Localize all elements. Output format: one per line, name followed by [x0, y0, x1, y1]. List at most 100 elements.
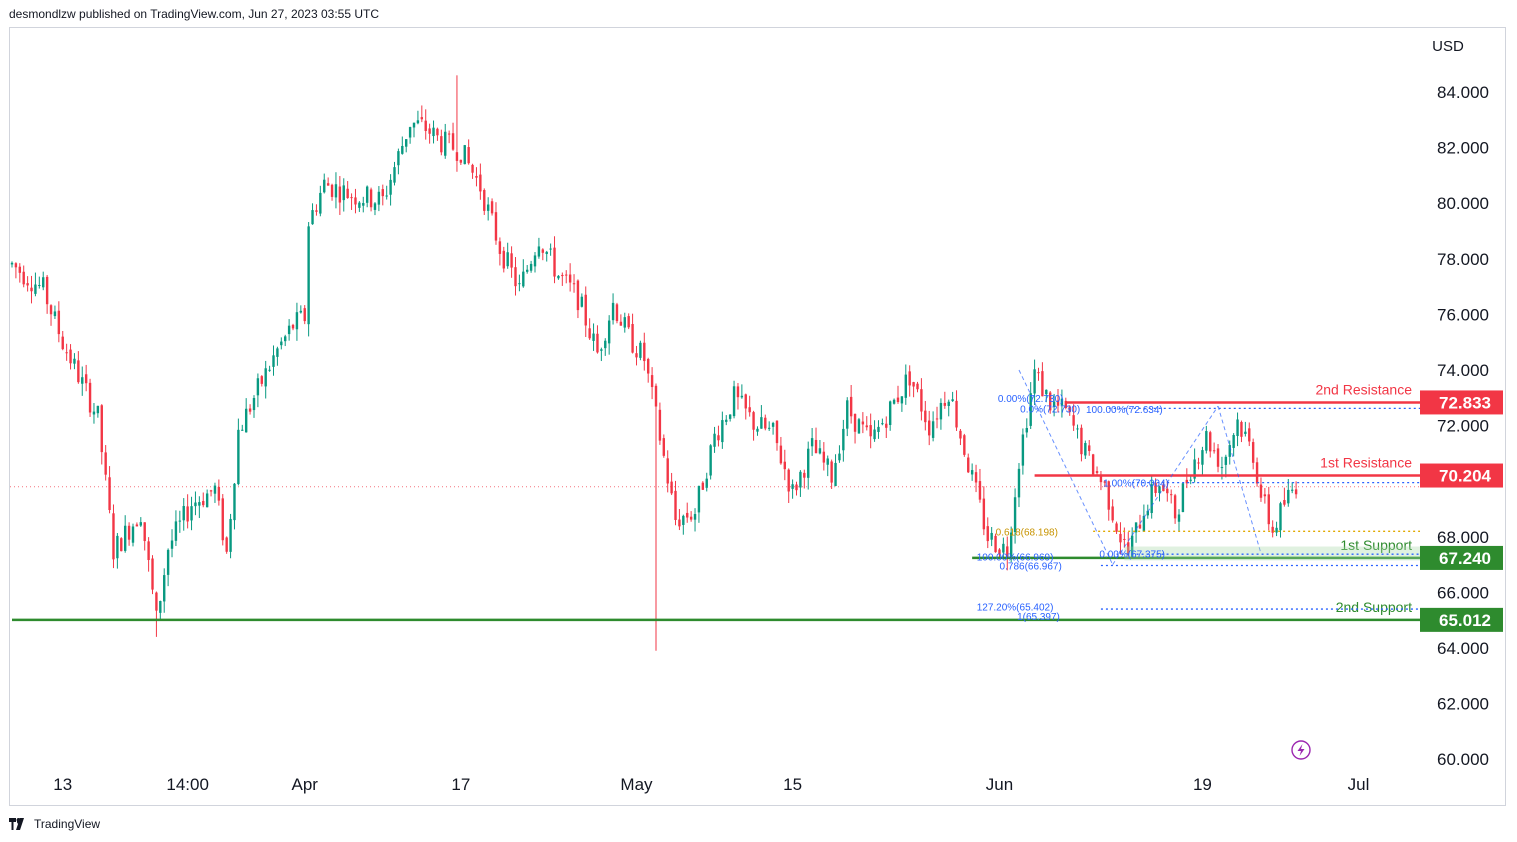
candle-body	[951, 399, 954, 402]
resistance-label: 1st Resistance	[1320, 455, 1412, 471]
candle-body	[163, 575, 166, 602]
support-badge-value: 67.240	[1439, 549, 1491, 568]
candle-body	[244, 408, 248, 433]
candle-body	[892, 399, 896, 404]
candle-body	[1107, 481, 1110, 510]
candle-body	[732, 386, 736, 417]
candle-body	[432, 127, 435, 137]
candle-body	[709, 445, 712, 476]
candle-body	[510, 253, 513, 268]
x-tick-label: 17	[451, 775, 470, 794]
candle-body	[619, 321, 623, 326]
candle-body	[760, 417, 763, 429]
candle-body	[1240, 421, 1243, 437]
candle-body	[170, 540, 174, 549]
candle-body	[81, 377, 84, 384]
candle-body	[584, 294, 587, 326]
y-tick-label: 62.000	[1437, 695, 1489, 714]
candle-body	[771, 422, 775, 427]
candle-body	[799, 471, 802, 488]
lightning-icon	[1291, 740, 1311, 760]
candle-body	[1025, 427, 1028, 433]
x-tick-label: 14:00	[166, 775, 209, 794]
candle-body	[1021, 434, 1025, 466]
resistance-badge-value: 70.204	[1439, 467, 1492, 486]
candle-body	[65, 352, 68, 354]
candle-body	[533, 255, 537, 267]
fib-label: 127.20%(65.402)	[977, 602, 1054, 613]
candle-body	[178, 520, 182, 522]
candle-body	[49, 305, 53, 315]
candle-body	[1154, 482, 1157, 493]
y-tick-label: 74.000	[1437, 361, 1489, 380]
candle-body	[764, 417, 767, 429]
candle-body	[682, 515, 685, 525]
candle-body	[721, 420, 724, 443]
axis-layer: USD 84.000 82.000 80.000 78.000 76.000 74.000 7…	[53, 38, 1489, 794]
candle-body	[978, 481, 982, 500]
candle-body	[1115, 523, 1118, 532]
candle-body	[607, 320, 611, 344]
candle-body	[888, 401, 892, 425]
candle-body	[10, 262, 14, 265]
resistance-label: 2nd Resistance	[1315, 381, 1412, 397]
candle-body	[881, 423, 884, 425]
y-tick-label: 72.000	[1437, 417, 1489, 436]
candle-body	[22, 271, 25, 285]
candle-body	[1216, 448, 1220, 467]
candle-body	[643, 342, 646, 362]
candle-body	[1197, 462, 1200, 464]
candle-body	[135, 524, 139, 527]
candle-body	[705, 478, 708, 488]
candle-body	[807, 448, 810, 478]
footer-brand[interactable]: TradingView	[9, 817, 100, 831]
candle-body	[1052, 401, 1056, 407]
candle-body	[1189, 479, 1192, 481]
candle-body	[701, 482, 705, 490]
candle-body	[1013, 497, 1017, 533]
candle-body	[1209, 432, 1212, 452]
candle-body	[256, 378, 260, 396]
candle-body	[1244, 431, 1247, 434]
candle-body	[486, 204, 490, 211]
candle-body	[928, 420, 931, 436]
candle-body	[631, 323, 634, 353]
candle-body	[1033, 369, 1036, 394]
candle-body	[26, 283, 29, 286]
candle-body	[916, 383, 919, 390]
x-tick-label: Jul	[1348, 775, 1370, 794]
fib-label: 0.00%(67.375)	[1099, 549, 1165, 560]
candle-body	[814, 439, 818, 454]
candle-body	[100, 405, 103, 453]
candle-body	[57, 310, 61, 335]
candle-body	[1103, 481, 1107, 483]
candle-body	[912, 382, 915, 387]
candle-body	[69, 349, 72, 364]
candle-body	[405, 139, 408, 147]
candle-body	[869, 425, 872, 437]
support-label: 1st Support	[1340, 537, 1412, 553]
candle-body	[752, 412, 755, 430]
candle-body	[900, 396, 904, 404]
chart-frame[interactable]	[9, 27, 1506, 806]
candle-body	[264, 368, 267, 387]
x-tick-label: May	[620, 775, 653, 794]
candle-body	[717, 435, 720, 441]
candle-body	[1072, 415, 1075, 426]
candle-body	[233, 483, 236, 521]
fib-pattern-line	[1112, 405, 1219, 565]
candle-body	[416, 120, 420, 124]
candle-body	[1119, 533, 1122, 543]
candle-body	[213, 485, 217, 494]
candle-body	[1287, 489, 1290, 504]
candle-body	[459, 159, 463, 163]
candle-body	[1220, 467, 1224, 469]
candle-body	[198, 502, 201, 506]
support-zone	[1124, 546, 1420, 561]
x-tick-label: 15	[783, 775, 802, 794]
candle-body	[947, 401, 950, 406]
candle-body	[373, 203, 377, 210]
candles-layer	[10, 75, 1420, 651]
candle-body	[1228, 445, 1231, 457]
